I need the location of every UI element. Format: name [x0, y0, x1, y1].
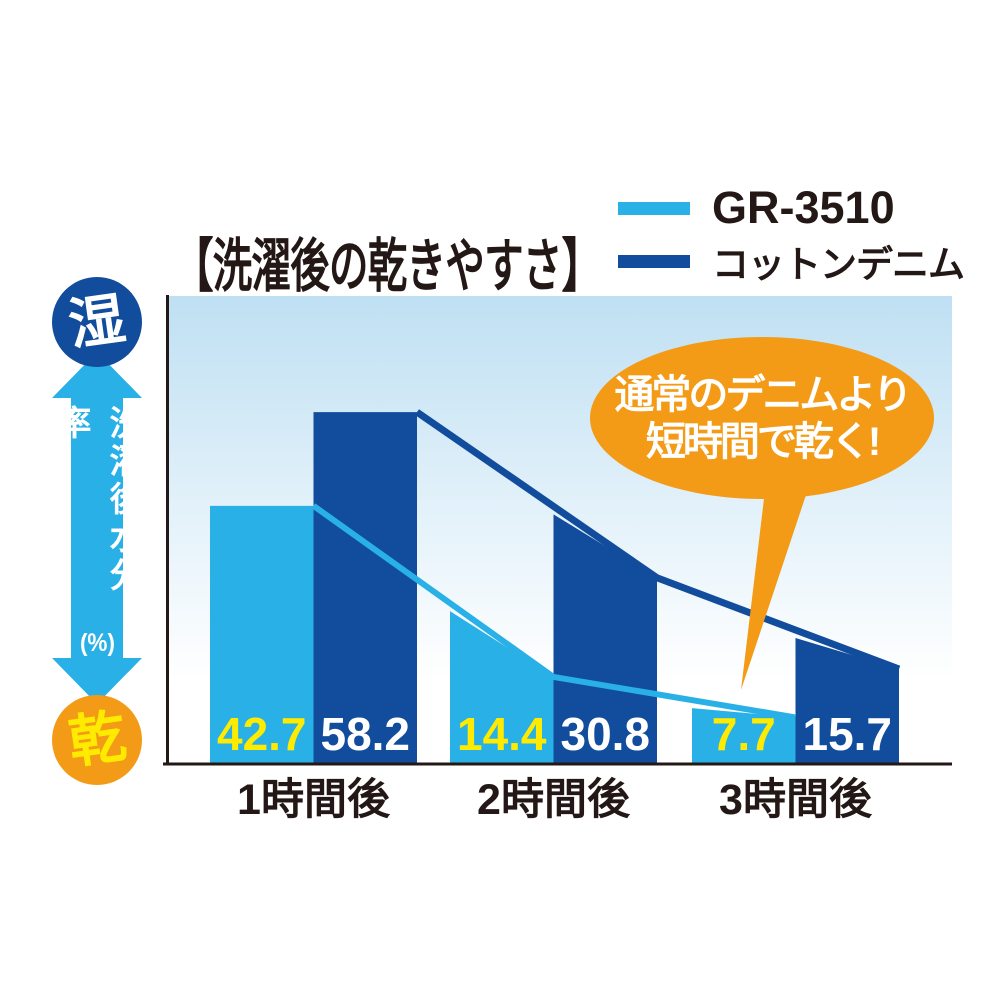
value-label-cotton-denim-3h: 15.7 — [802, 708, 892, 760]
y-axis-dry-badge: 乾 — [52, 695, 142, 785]
bar-cotton-denim-2h — [553, 514, 657, 764]
bar-cotton-denim-1h — [313, 412, 417, 764]
value-label-cotton-denim-2h: 30.8 — [560, 708, 650, 760]
x-axis-label-3h: 3時間後 — [719, 776, 873, 824]
value-label-gr3510-3h: 7.7 — [712, 708, 776, 760]
bar-gr3510-1h — [210, 505, 314, 764]
callout-line2: 短時間で乾く! — [645, 420, 881, 464]
x-axis-label-2h: 2時間後 — [477, 776, 631, 824]
y-axis-arrow: 洗濯後水分率 (%) — [52, 352, 142, 704]
legend-label-cotton-denim: コットンデニム — [712, 244, 965, 285]
x-axis-label-1h: 1時間後 — [237, 776, 391, 824]
wet-label: 湿 — [64, 286, 130, 357]
bar-cotton-denim-3h — [795, 638, 899, 764]
legend-swatch-cotton-denim — [618, 254, 690, 268]
trend-line-cotton-denim — [415, 409, 901, 673]
y-axis-label: 洗濯後水分率 — [52, 405, 142, 595]
legend-item-gr3510: GR-3510 — [618, 182, 964, 233]
callout-bubble: 通常のデニムより 短時間で乾く! — [590, 337, 934, 499]
legend-swatch-gr3510 — [618, 201, 690, 215]
trend-line-gr3510 — [311, 503, 796, 721]
chart-title: 【洗濯後の乾きやすさ】 — [174, 234, 601, 299]
dry-label: 乾 — [64, 703, 130, 776]
chart-legend: GR-3510 コットンデニム — [618, 182, 965, 285]
value-label-gr3510-2h: 14.4 — [457, 708, 547, 760]
value-label-cotton-denim-1h: 58.2 — [320, 708, 410, 760]
bar-gr3510-2h — [450, 611, 554, 764]
y-axis-unit: (%) — [79, 629, 115, 657]
legend-label-gr3510: GR-3510 — [712, 182, 895, 233]
arrow-shaft: 洗濯後水分率 (%) — [52, 398, 142, 658]
callout-line1: 通常のデニムより — [614, 373, 912, 417]
value-label-gr3510-1h: 42.7 — [217, 708, 307, 760]
legend-item-cotton-denim: コットンデニム — [618, 239, 965, 285]
bar-gr3510-3h — [692, 708, 796, 764]
y-axis-wet-badge: 湿 — [52, 277, 142, 367]
